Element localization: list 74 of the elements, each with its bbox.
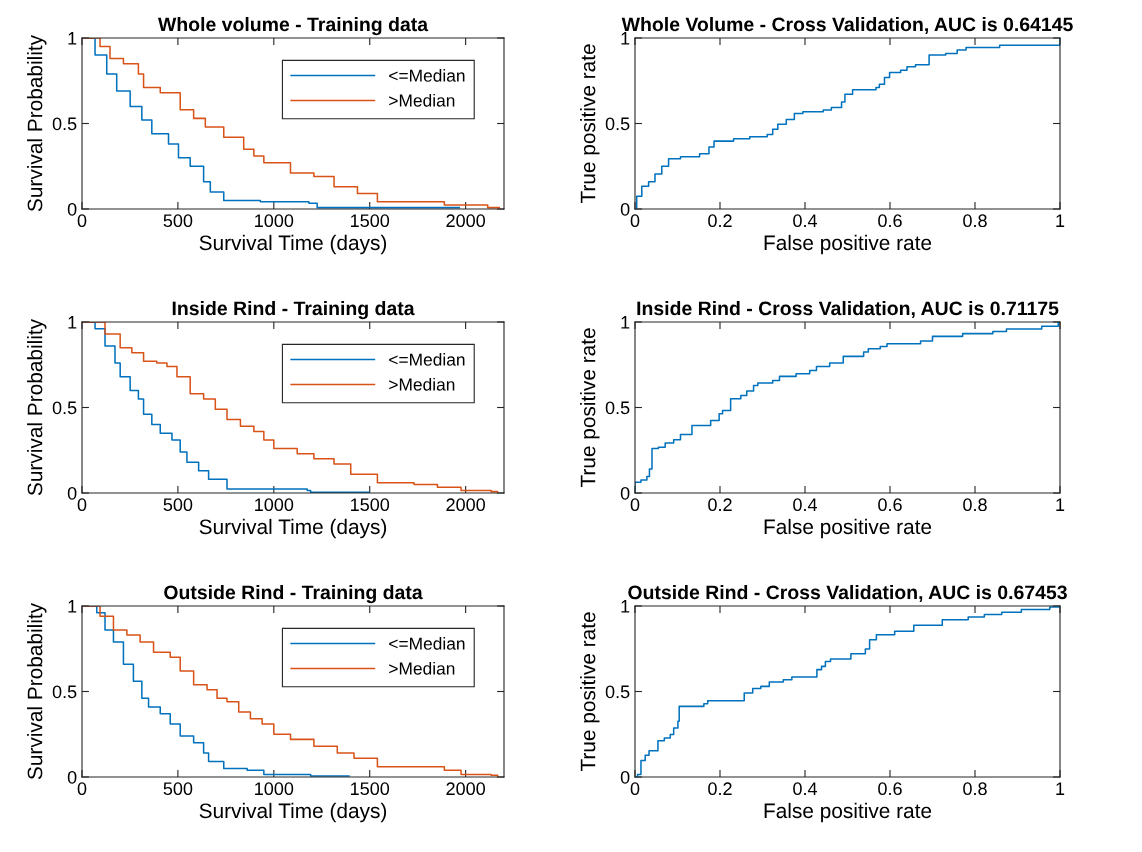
x-tick-label: 0.4 [793,498,818,512]
x-tick-label: 1500 [351,782,390,796]
x-tick-label: 500 [163,498,193,512]
x-tick-label: 0.8 [963,782,987,796]
x-tick-label: 0 [77,498,87,512]
x-tick-label: 0 [630,782,640,796]
x-axis-title: Survival Time (days) [199,518,387,539]
chart-title: Outside Rind - Cross Validation, AUC is 0.67453 [628,584,1067,603]
x-tick-label: 2000 [446,214,486,228]
x-tick-label: 0 [77,782,87,796]
x-tick-label: 0.2 [708,214,732,228]
y-tick-label: 1 [621,600,630,613]
legend-label: >Median [389,377,455,391]
x-tick-label: 1000 [255,782,294,796]
y-tick-label: 1 [621,316,630,329]
x-tick-label: 0 [77,214,87,228]
y-axis-title: True positive rate [580,44,600,204]
x-tick-label: 0.4 [793,214,818,228]
x-axis-title: False positive rate [764,802,932,823]
x-tick-label: 0.8 [963,214,987,228]
legend-label: <=Median [389,353,465,366]
y-tick-label: 0.5 [52,401,77,415]
y-axis-title: Survival Probability [27,34,47,212]
x-tick-label: 500 [163,214,193,228]
legend-label: <=Median [389,637,465,650]
y-tick-label: 1 [68,32,77,45]
x-tick-label: 0.8 [963,498,987,512]
x-tick-label: 0.6 [878,214,902,228]
y-tick-label: 0 [620,770,630,784]
x-axis-title: False positive rate [764,234,932,255]
y-tick-label: 1 [621,32,630,45]
y-tick-label: 0.5 [52,117,77,131]
x-tick-label: 0.2 [708,782,732,796]
x-tick-label: 1 [1056,214,1065,227]
x-tick-label: 2000 [446,498,486,512]
legend-label: >Median [389,661,455,675]
x-tick-label: 0 [630,498,640,512]
y-tick-label: 0.5 [605,401,630,415]
y-tick-label: 0 [67,202,77,216]
x-tick-label: 1500 [351,498,390,512]
x-tick-label: 0 [630,214,640,228]
chart-title: Whole volume - Training data [157,16,429,36]
y-axis-title: True positive rate [580,612,600,772]
x-tick-label: 1000 [255,498,294,512]
y-axis-title: Survival Probability [27,602,47,780]
x-tick-label: 0.6 [878,782,902,796]
y-tick-label: 0.5 [605,117,630,131]
x-tick-label: 2000 [446,782,486,796]
x-tick-label: 0.4 [793,782,818,796]
y-tick-label: 0 [620,486,630,500]
legend-label: <=Median [389,69,465,82]
chart-title: Inside Rind - Cross Validation, AUC is 0.71175 [637,300,1059,319]
x-tick-label: 0.2 [708,498,732,512]
x-axis-title: Survival Time (days) [199,802,387,823]
x-tick-label: 500 [163,782,193,796]
y-tick-label: 0 [67,486,77,500]
chart-title: Outside Rind - Training data [164,584,423,604]
y-axis-title: True positive rate [580,328,600,488]
x-axis-title: False positive rate [764,518,932,539]
x-tick-label: 0.6 [878,498,902,512]
y-tick-label: 0 [620,202,630,216]
y-tick-label: 1 [68,600,77,613]
y-axis-title: Survival Probability [27,318,47,496]
y-tick-label: 0 [67,770,77,784]
x-tick-label: 1500 [351,214,390,228]
x-tick-label: 1000 [255,214,294,228]
y-tick-label: 0.5 [605,685,630,699]
y-tick-label: 1 [68,316,77,329]
legend-label: >Median [389,93,455,107]
x-axis-title: Survival Time (days) [199,234,387,255]
x-tick-label: 1 [1056,782,1065,795]
x-tick-label: 1 [1056,498,1065,511]
chart-title: Inside Rind - Training data [172,300,415,320]
y-tick-label: 0.5 [52,685,77,699]
